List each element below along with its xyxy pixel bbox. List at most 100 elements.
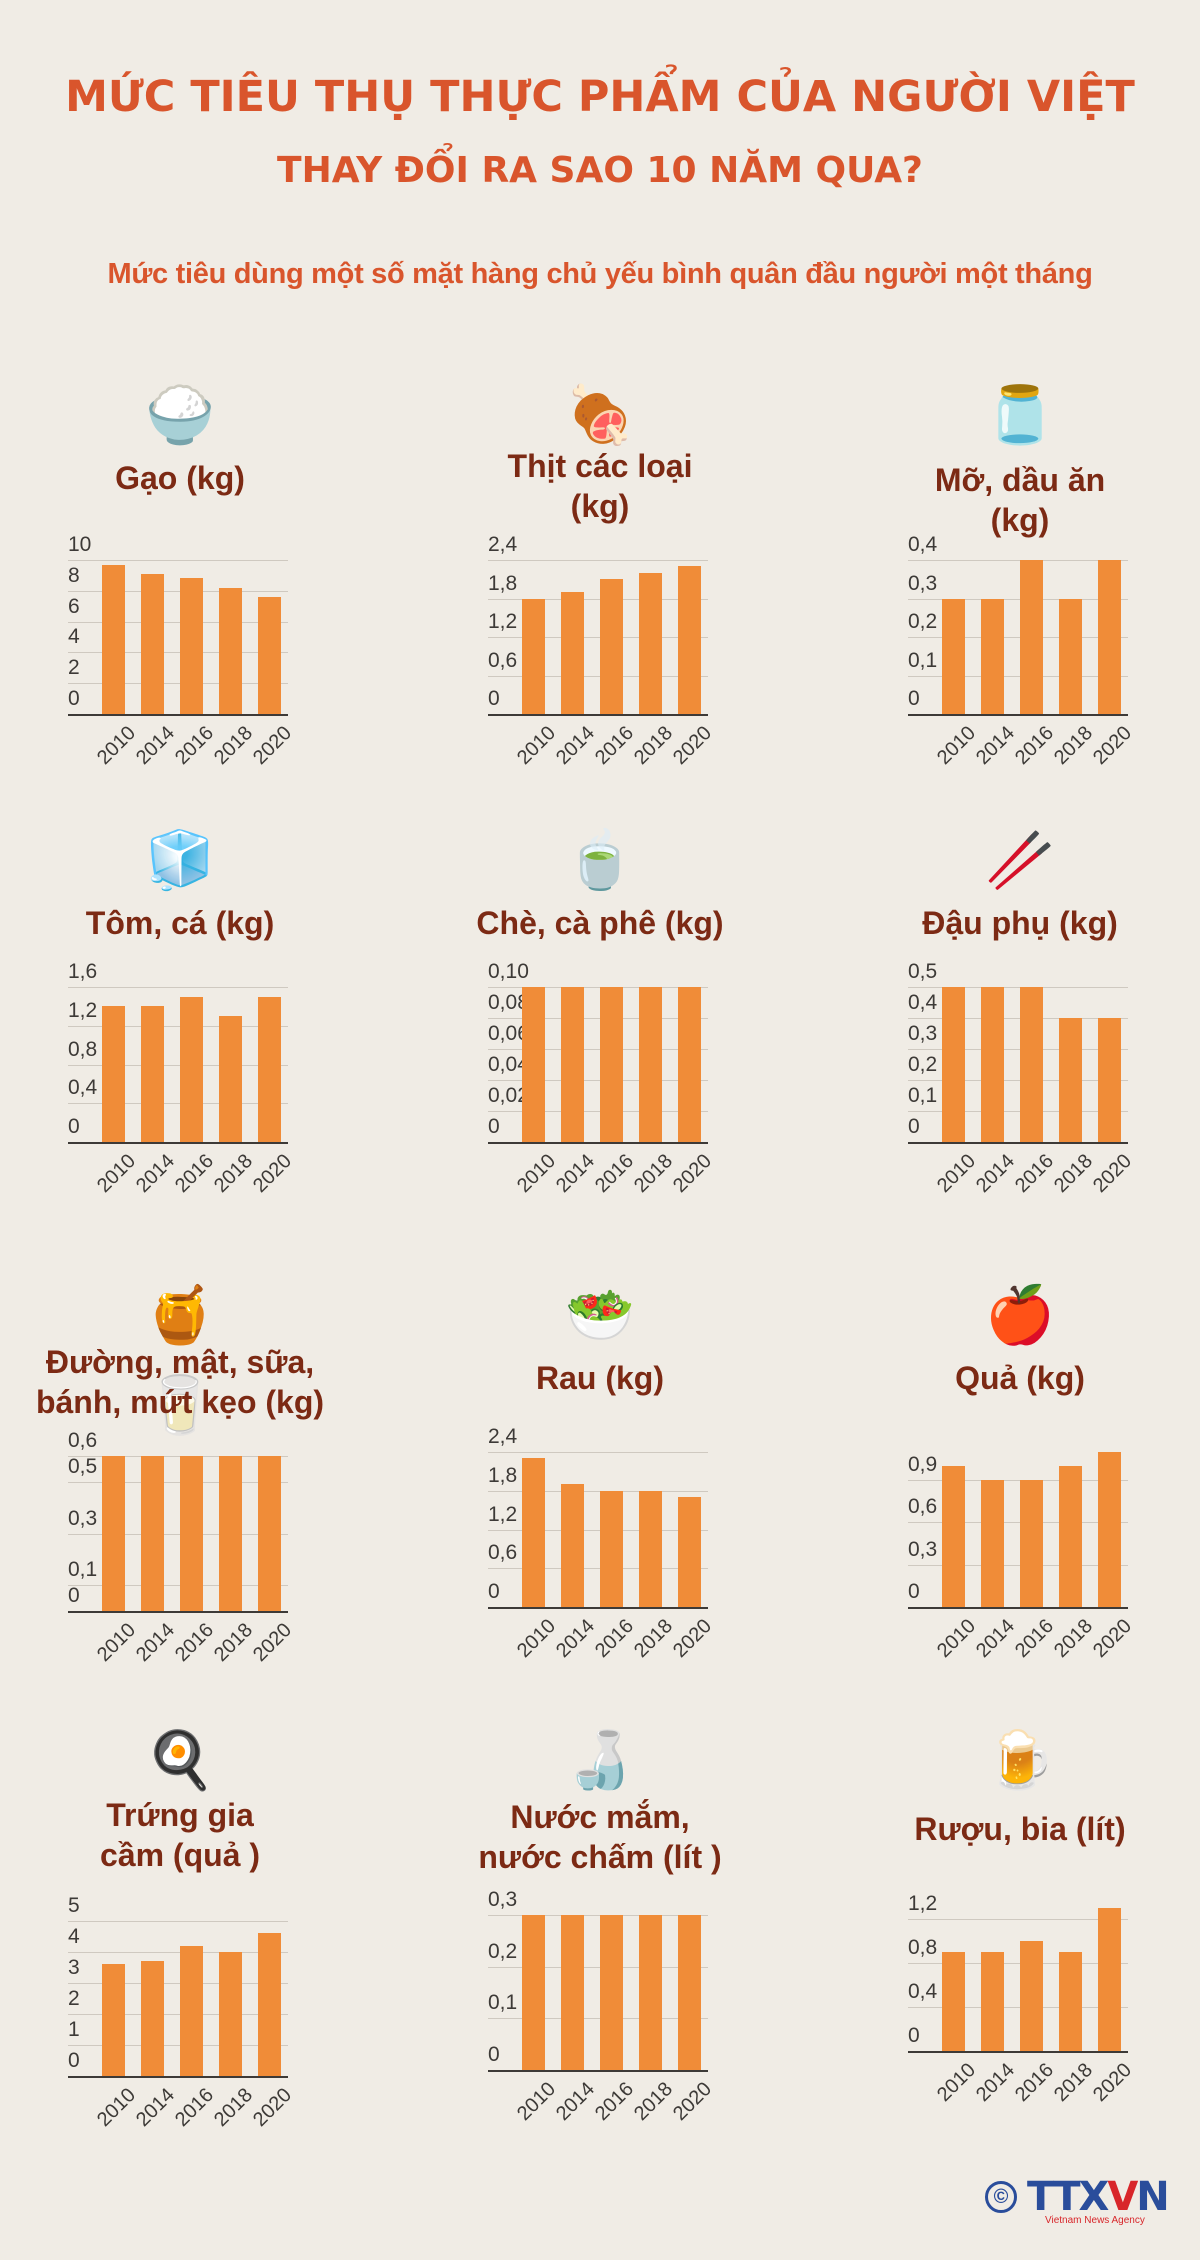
- y-tick-label: 0,5: [908, 960, 938, 983]
- bar: [522, 1458, 545, 1607]
- gridline: [68, 1983, 288, 1984]
- gridline: [488, 2018, 708, 2020]
- gridline: [488, 1452, 708, 1453]
- y-tick-label: 1,8: [488, 1463, 518, 1487]
- x-axis-line: [68, 1142, 288, 1144]
- x-tick-label: 2020: [248, 1150, 296, 1198]
- gridline: [488, 1049, 708, 1050]
- y-tick-label: 0,08: [488, 991, 529, 1014]
- y-tick-label: 0: [488, 1115, 500, 1138]
- chart-title: Rượu, bia (lít): [914, 1811, 1126, 1847]
- x-tick-label: 2020: [668, 2078, 716, 2126]
- bar: [258, 1933, 281, 2076]
- y-tick-label: 4: [68, 1925, 80, 1948]
- y-tick-label: 1,2: [908, 1892, 938, 1915]
- y-tick-label: 0: [68, 2049, 80, 2072]
- bar: [102, 1006, 125, 1142]
- main-title-line1: MỨC TIÊU THỤ THỰC PHẨM CỦA NGƯỜI VIỆT: [65, 72, 1135, 122]
- honey-milk-icon: 🍯🥛: [145, 1283, 215, 1436]
- y-tick-label: 0,3: [908, 1022, 938, 1045]
- chart-title: Mỡ, dầu ăn (kg): [934, 462, 1106, 538]
- x-tick-label: 2016: [1010, 2059, 1058, 2107]
- chart-panel: 🥢 Đậu phụ (kg) 0,5 0,4 0,3 0,2 0,1 0 2010 2014 201…: [830, 815, 1200, 1255]
- x-tick-label: 2018: [1049, 1150, 1097, 1198]
- gridline: [68, 2045, 288, 2046]
- gridline: [488, 1018, 708, 1019]
- x-tick-label: 2014: [131, 1619, 179, 1667]
- bar: [600, 1915, 623, 2070]
- x-tick-label: 2016: [590, 1615, 638, 1663]
- fried-egg-icon: 🍳: [145, 1728, 215, 1791]
- bar: [678, 987, 701, 1142]
- x-tick-label: 2010: [512, 2078, 560, 2126]
- bar: [180, 996, 203, 1142]
- x-tick-label: 2016: [170, 1150, 218, 1198]
- chart-title: Đường, mật, sữa, bánh, mứt kẹo (kg): [35, 1344, 325, 1420]
- bar: [219, 1952, 242, 2076]
- x-axis-line: [908, 2051, 1128, 2053]
- gridline: [908, 1963, 1128, 1964]
- chart-panel: 🍯🥛 Đường, mật, sữa, bánh, mứt kẹo (kg) 0,6 0…: [0, 1270, 370, 1710]
- y-tick-label: 0,3: [488, 1888, 518, 1911]
- x-tick-label: 2016: [170, 722, 218, 770]
- bar-chart: 0,10 0,08 0,06 0,04 0,02 0 2010 2014 2016 2018 202…: [488, 961, 716, 1197]
- bar: [258, 596, 281, 714]
- fish-sauce-bottle-icon: 🍶: [565, 1728, 635, 1791]
- x-tick-label: 2010: [932, 722, 980, 770]
- bar-chart: 0,6 0,5 0,3 0,1 0 2010 2014 2016 2018 2020: [68, 1430, 296, 1666]
- y-tick-label: 0,4: [908, 1980, 938, 2003]
- gridline: [488, 987, 708, 988]
- bar: [219, 587, 242, 714]
- gridline: [68, 1064, 288, 1066]
- x-tick-label: 2010: [512, 722, 560, 770]
- bar: [180, 1945, 203, 2076]
- x-tick-label: 2016: [1010, 722, 1058, 770]
- bar: [180, 578, 203, 714]
- rice-bowl-icon: 🍚: [145, 383, 215, 446]
- bar: [639, 1915, 662, 2070]
- x-tick-label: 2016: [1010, 1150, 1058, 1198]
- bar: [1020, 1941, 1043, 2051]
- gridline: [68, 1481, 288, 1483]
- y-tick-label: 0,5: [68, 1454, 98, 1478]
- x-tick-label: 2014: [971, 1150, 1019, 1198]
- gridline: [68, 590, 288, 592]
- bar-chart: 0,3 0,2 0,1 0 2010 2014 2016 2018 2020: [488, 1889, 716, 2125]
- y-tick-label: 0: [68, 1115, 80, 1138]
- chart-title: Tôm, cá (kg): [85, 905, 275, 941]
- bar-chart: 2,4 1,8 1,2 0,6 0 2010 2014 2016 2018 2020: [488, 534, 716, 769]
- y-tick-label: 0,1: [908, 648, 938, 672]
- x-tick-label: 2018: [209, 1619, 257, 1667]
- x-tick-label: 2020: [668, 722, 716, 770]
- gridline: [488, 1915, 708, 1916]
- x-tick-label: 2010: [92, 1150, 140, 1198]
- x-tick-label: 2014: [551, 722, 599, 770]
- x-tick-label: 2010: [932, 1150, 980, 1198]
- x-tick-label: 2010: [932, 2059, 980, 2107]
- gridline: [488, 1529, 708, 1531]
- x-axis-line: [908, 714, 1128, 716]
- gridline: [68, 621, 288, 623]
- bar: [522, 1915, 545, 2070]
- bar: [981, 598, 1004, 714]
- beer-mug-icon: 🍺: [985, 1728, 1055, 1791]
- bar: [942, 1466, 965, 1607]
- gridline: [908, 987, 1128, 988]
- y-tick-label: 0,6: [68, 1429, 98, 1452]
- gridline: [68, 683, 288, 685]
- chart-panel: 🍺 Rượu, bia (lít) 1,2 0,8 0,4 0 2010 2014 2016 20…: [830, 1715, 1200, 2155]
- bar: [1059, 1018, 1082, 1142]
- subtitle: Mức tiêu dùng một số mặt hàng chủ yếu bì…: [107, 258, 1093, 290]
- x-tick-label: 2014: [131, 2084, 179, 2132]
- bar: [1059, 1952, 1082, 2051]
- bar: [141, 573, 164, 714]
- y-tick-label: 0: [908, 1580, 920, 1603]
- bar: [678, 1915, 701, 2070]
- x-tick-label: 2014: [551, 2078, 599, 2126]
- x-tick-label: 2018: [629, 1615, 677, 1663]
- x-tick-label: 2016: [1010, 1615, 1058, 1663]
- y-tick-label: 0: [908, 2024, 920, 2047]
- chart-panel: 🍶 Nước mắm, nước chấm (lít ) 0,3 0,2 0,1 0 2010…: [410, 1715, 790, 2155]
- x-axis-line: [908, 1607, 1128, 1609]
- chart-title: Trứng gia cầm (quả ): [99, 1797, 261, 1873]
